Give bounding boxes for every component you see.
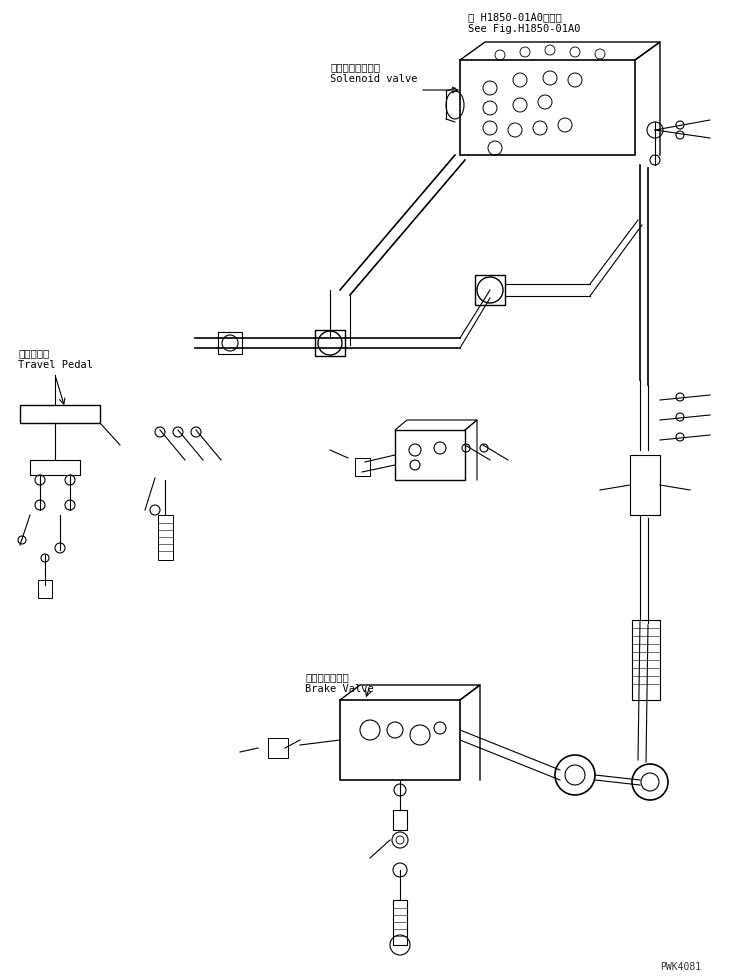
Bar [340, 700, 460, 780]
Bar [393, 900, 407, 945]
Text: Solenoid valve: Solenoid valve [330, 74, 417, 84]
Text: Brake Valve: Brake Valve [305, 684, 374, 694]
Bar [630, 455, 660, 515]
Text: See Fig.H1850-01A0: See Fig.H1850-01A0 [468, 24, 580, 34]
Bar [218, 332, 242, 354]
Bar [355, 458, 370, 476]
Bar [460, 60, 635, 155]
Bar [38, 580, 52, 598]
Bar [20, 405, 100, 423]
Bar [632, 620, 660, 700]
Bar [158, 515, 173, 560]
Bar [393, 810, 407, 830]
Bar [315, 330, 345, 356]
Text: 第 H1850-01A0図参照: 第 H1850-01A0図参照 [468, 12, 561, 22]
Text: PWK4081: PWK4081 [660, 962, 701, 972]
Bar [30, 460, 80, 475]
Bar [268, 738, 288, 758]
Bar [395, 430, 465, 480]
Bar [475, 275, 505, 305]
Text: Travel Pedal: Travel Pedal [18, 360, 93, 370]
Text: ソレノイドバルブ: ソレノイドバルブ [330, 62, 380, 72]
Text: ブレーキバルブ: ブレーキバルブ [305, 672, 349, 682]
Text: 走行ペダル: 走行ペダル [18, 348, 49, 358]
